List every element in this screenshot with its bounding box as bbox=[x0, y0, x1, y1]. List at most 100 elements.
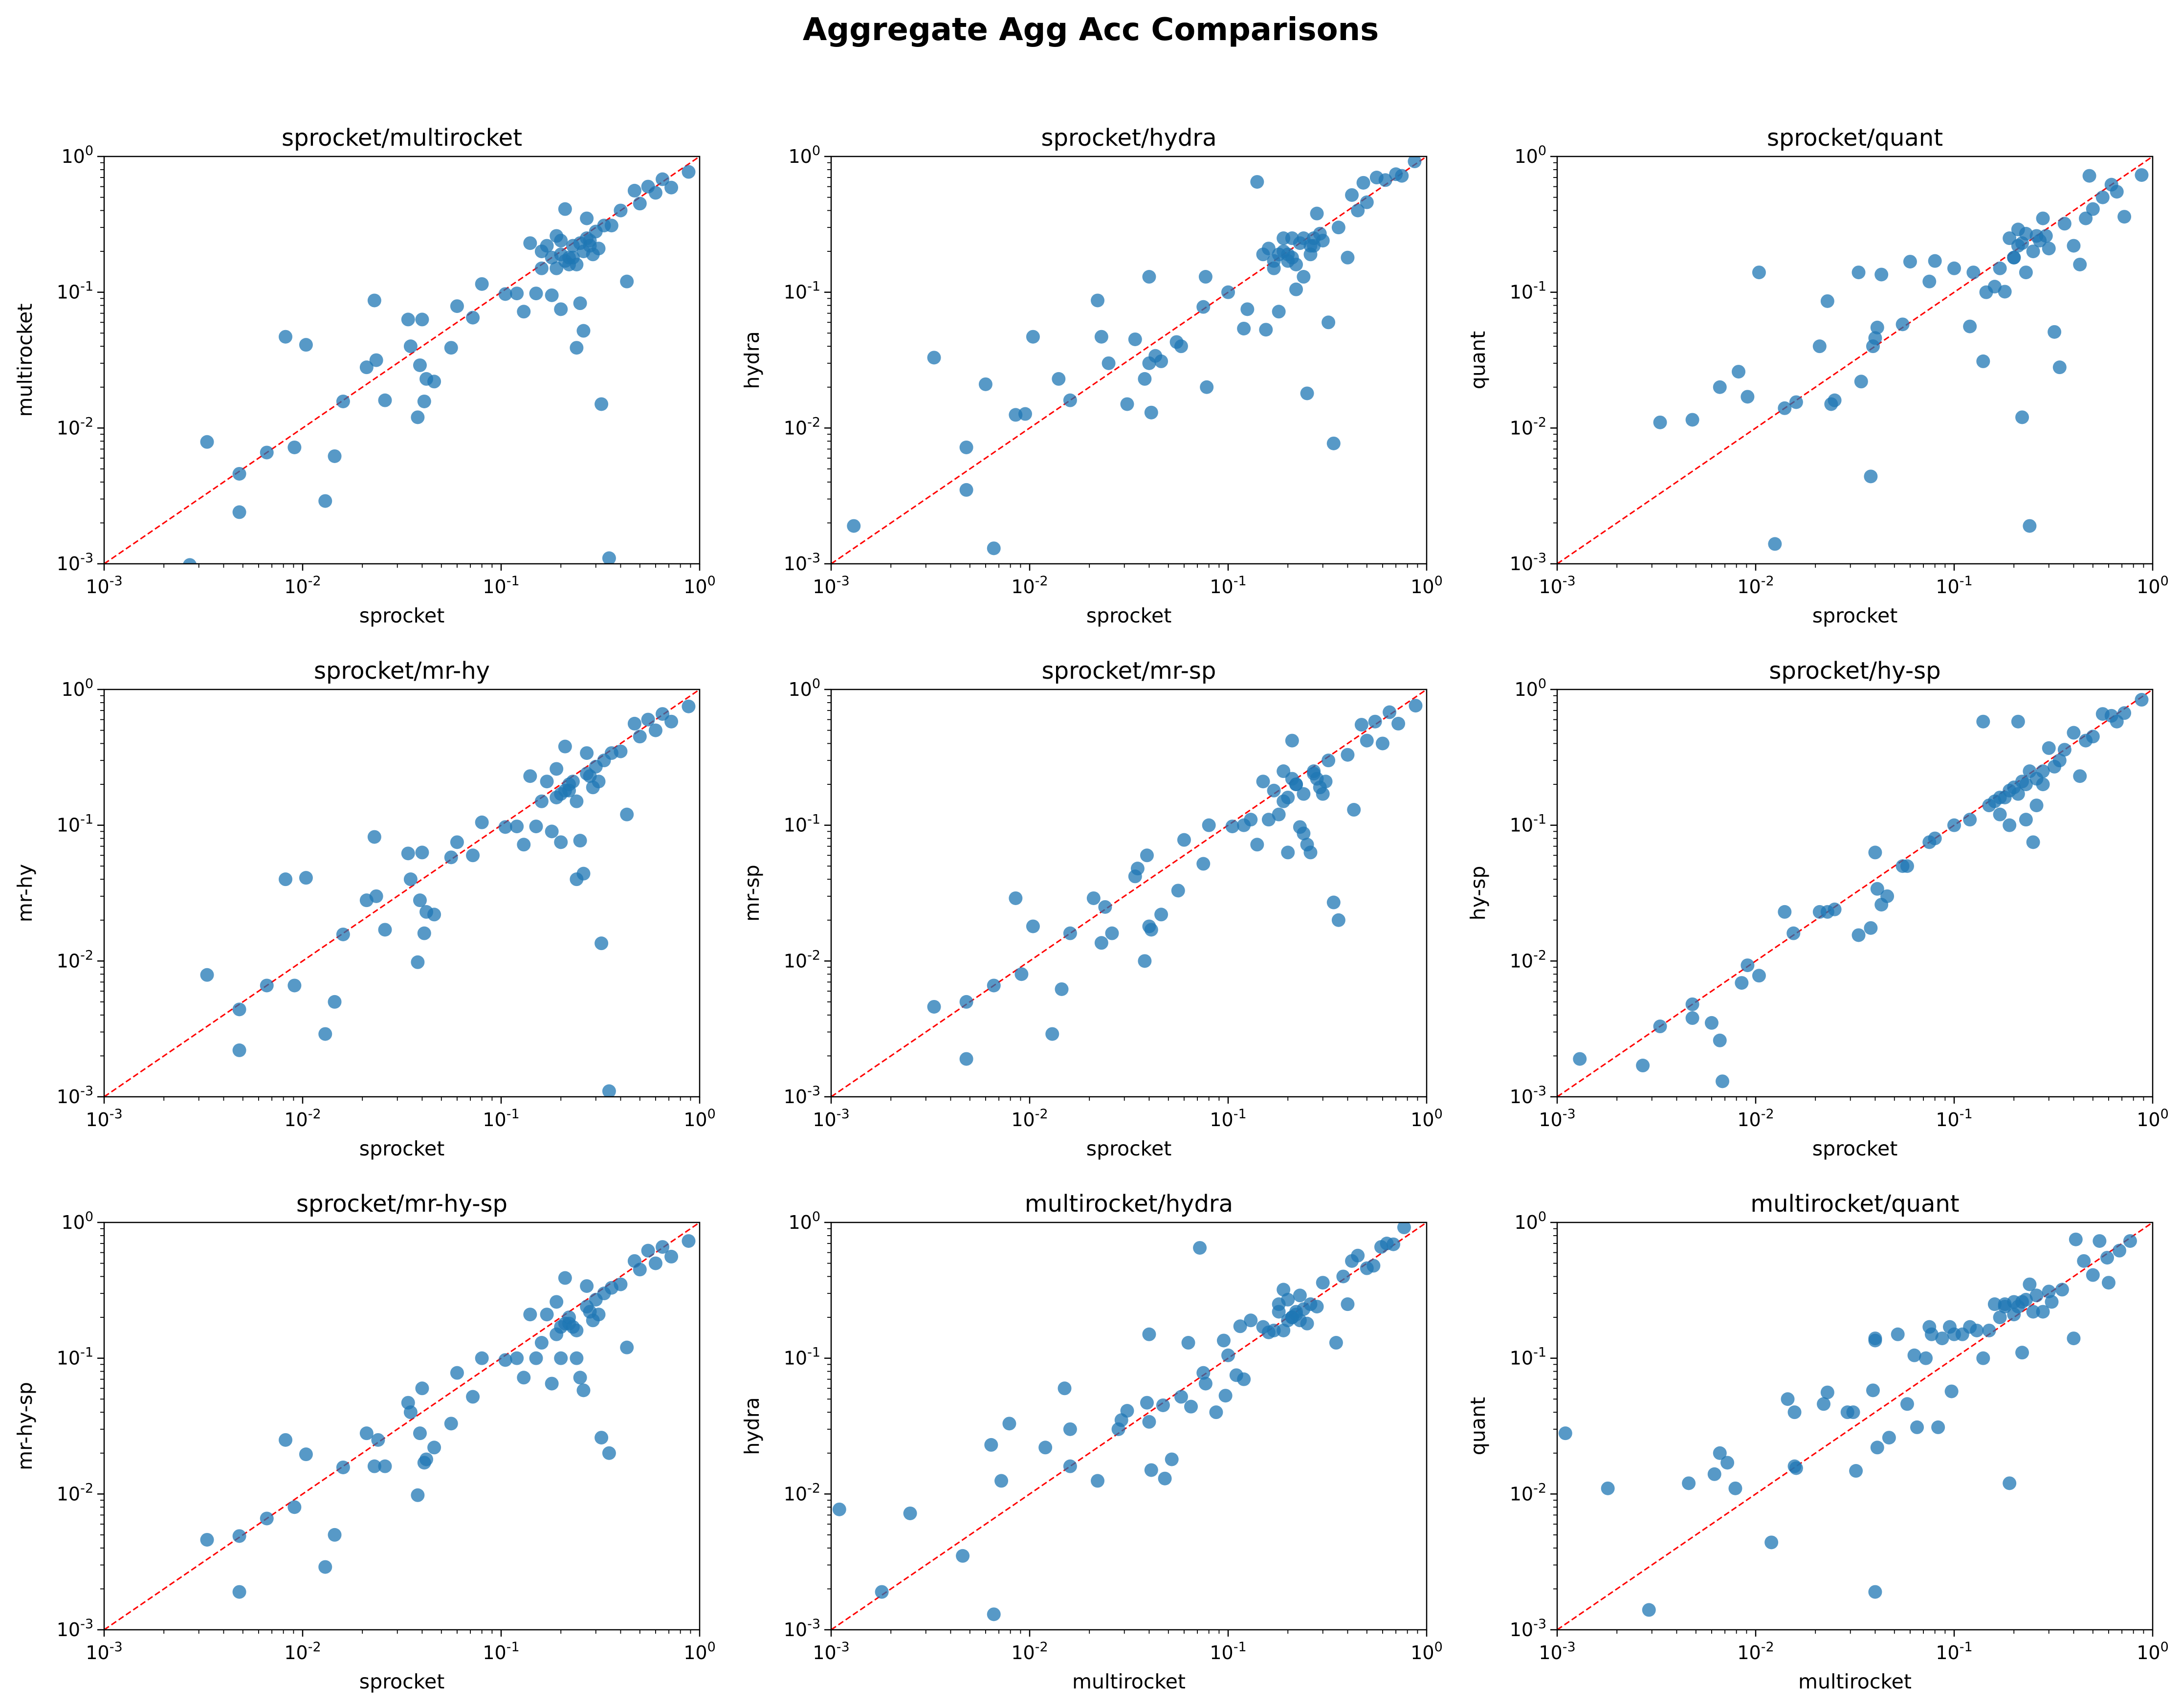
data-point bbox=[1408, 156, 1422, 169]
data-point bbox=[232, 505, 246, 519]
data-point bbox=[2039, 229, 2053, 243]
x-tick-label: 100 bbox=[2137, 574, 2169, 598]
data-point bbox=[1272, 305, 1286, 319]
data-point bbox=[1970, 1323, 1984, 1337]
plot-frame bbox=[1556, 688, 2154, 1098]
data-point bbox=[1293, 1288, 1307, 1303]
data-point bbox=[1250, 838, 1264, 852]
data-point bbox=[1351, 1248, 1365, 1263]
data-point bbox=[1868, 845, 1882, 860]
data-point bbox=[1002, 1417, 1016, 1431]
scatter-points bbox=[847, 156, 1422, 555]
data-point bbox=[682, 1234, 696, 1248]
data-point bbox=[1144, 923, 1158, 937]
data-point bbox=[1142, 270, 1156, 284]
data-point bbox=[1931, 1420, 1945, 1434]
data-point bbox=[558, 1271, 572, 1285]
data-point bbox=[1732, 365, 1746, 379]
scatter-points bbox=[200, 1234, 696, 1599]
y-tick-label: 100 bbox=[788, 143, 820, 167]
x-axis-label: sprocket bbox=[1086, 604, 1172, 627]
data-point bbox=[2086, 1268, 2100, 1282]
data-point bbox=[562, 777, 576, 792]
x-tick-label: 10-3 bbox=[86, 1640, 122, 1664]
x-tick-label: 10-3 bbox=[813, 1640, 849, 1664]
data-point bbox=[2086, 730, 2100, 744]
y-axis-label: hy-sp bbox=[1466, 866, 1490, 921]
panel-sprocket-multirocket: sprocket/multirocket 10-310-3 10-2 10-2 10-1… bbox=[13, 124, 716, 627]
data-point bbox=[1707, 1467, 1721, 1481]
data-point bbox=[517, 838, 531, 852]
data-point bbox=[903, 1506, 917, 1520]
data-point bbox=[367, 830, 381, 844]
x-tick-label: 100 bbox=[683, 1107, 716, 1131]
data-point bbox=[1367, 1259, 1381, 1273]
data-point bbox=[595, 936, 609, 951]
data-point bbox=[427, 908, 441, 922]
data-point bbox=[287, 1500, 302, 1514]
data-point bbox=[1778, 401, 1792, 415]
data-point bbox=[1140, 848, 1154, 863]
data-point bbox=[415, 845, 429, 860]
data-point bbox=[2042, 242, 2056, 256]
data-point bbox=[498, 287, 512, 301]
data-point bbox=[1345, 188, 1359, 202]
data-point bbox=[1854, 375, 1868, 389]
plot-frame bbox=[1556, 155, 2154, 565]
data-point bbox=[554, 787, 568, 801]
data-point bbox=[2045, 1295, 2059, 1309]
data-point bbox=[1976, 714, 1990, 729]
data-point bbox=[2101, 1276, 2116, 1290]
data-point bbox=[232, 1043, 246, 1057]
data-point bbox=[1303, 845, 1318, 860]
data-point bbox=[417, 926, 431, 940]
y-tick-label: 10-1 bbox=[57, 1345, 93, 1369]
x-tick-label: 10-3 bbox=[86, 1107, 122, 1131]
data-point bbox=[614, 1277, 628, 1291]
y-tick-label: 10-3 bbox=[1510, 1617, 1546, 1641]
data-point bbox=[1849, 1464, 1863, 1478]
panel-sprocket-hy-sp: sprocket/hy-sp 10-310-3 10-2 10-2 10-1 10-1 10… bbox=[1466, 657, 2169, 1160]
data-point bbox=[576, 1383, 591, 1397]
data-point bbox=[1138, 954, 1152, 968]
data-point bbox=[1267, 783, 1281, 798]
data-point bbox=[620, 1340, 634, 1354]
data-point bbox=[1289, 777, 1303, 792]
data-point bbox=[200, 1532, 214, 1547]
data-point bbox=[2015, 1346, 2029, 1360]
data-point bbox=[620, 807, 634, 821]
data-point bbox=[475, 277, 489, 291]
data-point bbox=[529, 1351, 543, 1365]
data-point bbox=[604, 219, 618, 233]
data-point bbox=[1636, 1059, 1650, 1073]
data-point bbox=[595, 397, 609, 411]
data-point bbox=[2055, 1283, 2069, 1297]
data-point bbox=[1789, 1461, 1803, 1475]
data-point bbox=[1181, 1336, 1195, 1350]
data-point bbox=[1966, 266, 1981, 280]
data-point bbox=[1924, 1327, 1939, 1341]
data-point bbox=[1891, 1327, 1905, 1341]
y-tick-label: 10-3 bbox=[57, 551, 93, 575]
data-point bbox=[1386, 1237, 1400, 1251]
x-tick-label: 100 bbox=[2137, 1107, 2169, 1131]
plot-frame bbox=[103, 688, 701, 1098]
data-point bbox=[633, 1263, 647, 1277]
data-point bbox=[2026, 244, 2040, 259]
data-point bbox=[1102, 356, 1116, 370]
data-point bbox=[641, 712, 655, 727]
data-point bbox=[2026, 835, 2040, 849]
data-point bbox=[1789, 395, 1803, 409]
data-point bbox=[1322, 315, 1336, 330]
data-point bbox=[1300, 386, 1314, 400]
plot-frame bbox=[1556, 1221, 2154, 1631]
data-point bbox=[576, 324, 591, 338]
data-point bbox=[633, 197, 647, 211]
data-point bbox=[1928, 831, 1942, 845]
data-point bbox=[1870, 320, 1884, 334]
y-tick-label: 10-2 bbox=[784, 1481, 820, 1505]
panel-multirocket-quant: multirocket/quant 10-310-3 10-2 10-2 10-1 10-… bbox=[1466, 1190, 2169, 1693]
data-point bbox=[529, 820, 543, 834]
data-point bbox=[2067, 239, 2081, 253]
data-point bbox=[183, 558, 197, 564]
